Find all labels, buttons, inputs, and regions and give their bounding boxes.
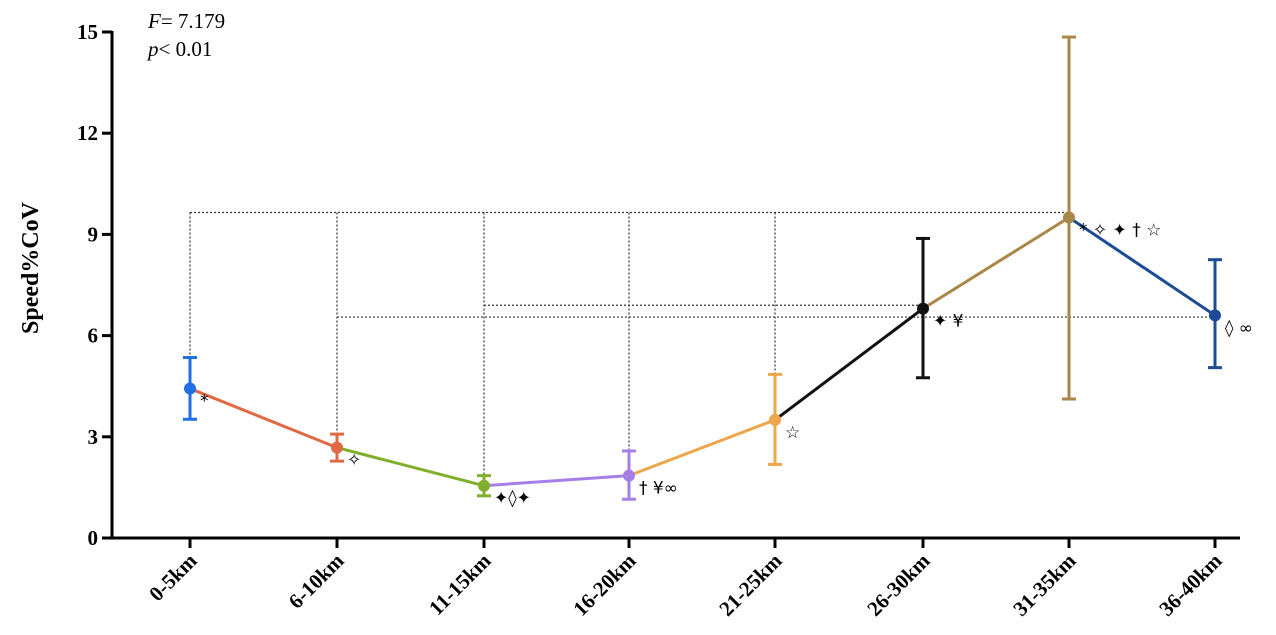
significance-symbol: ✦◊✦ [494, 489, 531, 509]
significance-symbol: ✦ ¥ [933, 312, 964, 332]
data-point [769, 413, 781, 426]
significance-brackets [189, 211, 1215, 486]
stats-annotation: F= 7.179 p< 0.01 [146, 9, 225, 61]
x-tick-label: 16-20km [568, 548, 641, 621]
y-tick-label: 6 [88, 324, 99, 348]
series-segment [922, 216, 1070, 310]
significance-symbol: * [200, 392, 209, 412]
series-segment [1068, 216, 1216, 317]
significance-symbol: † ¥∞ [639, 479, 678, 499]
series-segment [336, 446, 485, 488]
data-point [623, 469, 635, 482]
significance-symbol: * ✧ ✦ † ☆ [1079, 221, 1161, 241]
data-point [331, 441, 343, 454]
y-axis-label: Speed%CoV [18, 201, 44, 334]
y-tick-label: 0 [88, 526, 99, 550]
x-tick-label: 26-30km [862, 548, 935, 621]
series-segment [483, 474, 630, 488]
y-tick-label: 15 [77, 20, 98, 44]
x-tick-label: 0-5km [144, 548, 202, 606]
series-segment [628, 418, 776, 477]
data-point [1209, 309, 1221, 322]
series-segment [189, 387, 338, 449]
y-tick-label: 12 [77, 121, 98, 145]
y-tick-label: 9 [88, 222, 99, 246]
f-statistic: F= 7.179 [147, 9, 225, 33]
data-point [917, 302, 929, 315]
significance-symbol: ☆ [785, 423, 800, 443]
p-label: p [146, 37, 159, 61]
x-tick-label: 11-15km [424, 548, 496, 620]
y-tick-label: 3 [88, 425, 99, 449]
series [183, 35, 1222, 501]
f-value: = 7.179 [161, 9, 225, 33]
significance-symbol: ◊ ∞ [1225, 318, 1253, 338]
p-value: < 0.01 [159, 37, 213, 61]
series-segment [774, 307, 924, 422]
data-point [184, 382, 196, 395]
x-tick-label: 31-35km [1008, 548, 1081, 621]
f-label: F [147, 9, 161, 33]
p-statistic: p< 0.01 [146, 37, 212, 61]
x-tick-label: 6-10km [284, 548, 349, 613]
x-tick-label: 21-25km [714, 548, 787, 621]
x-tick-label: 36-40km [1154, 548, 1227, 621]
significance-annotations: * ✧ ✦◊✦ † ¥∞ ☆ ✦ ¥ * ✧ ✦ † ☆ ◊ ∞ [200, 221, 1253, 509]
axes: 0 3 6 9 12 15 0-5km 6-10km 11-15km 16-20km 21-25km… [77, 20, 1240, 621]
data-point [478, 479, 490, 492]
significance-symbol: ✧ [347, 451, 361, 471]
data-point [1063, 211, 1075, 224]
